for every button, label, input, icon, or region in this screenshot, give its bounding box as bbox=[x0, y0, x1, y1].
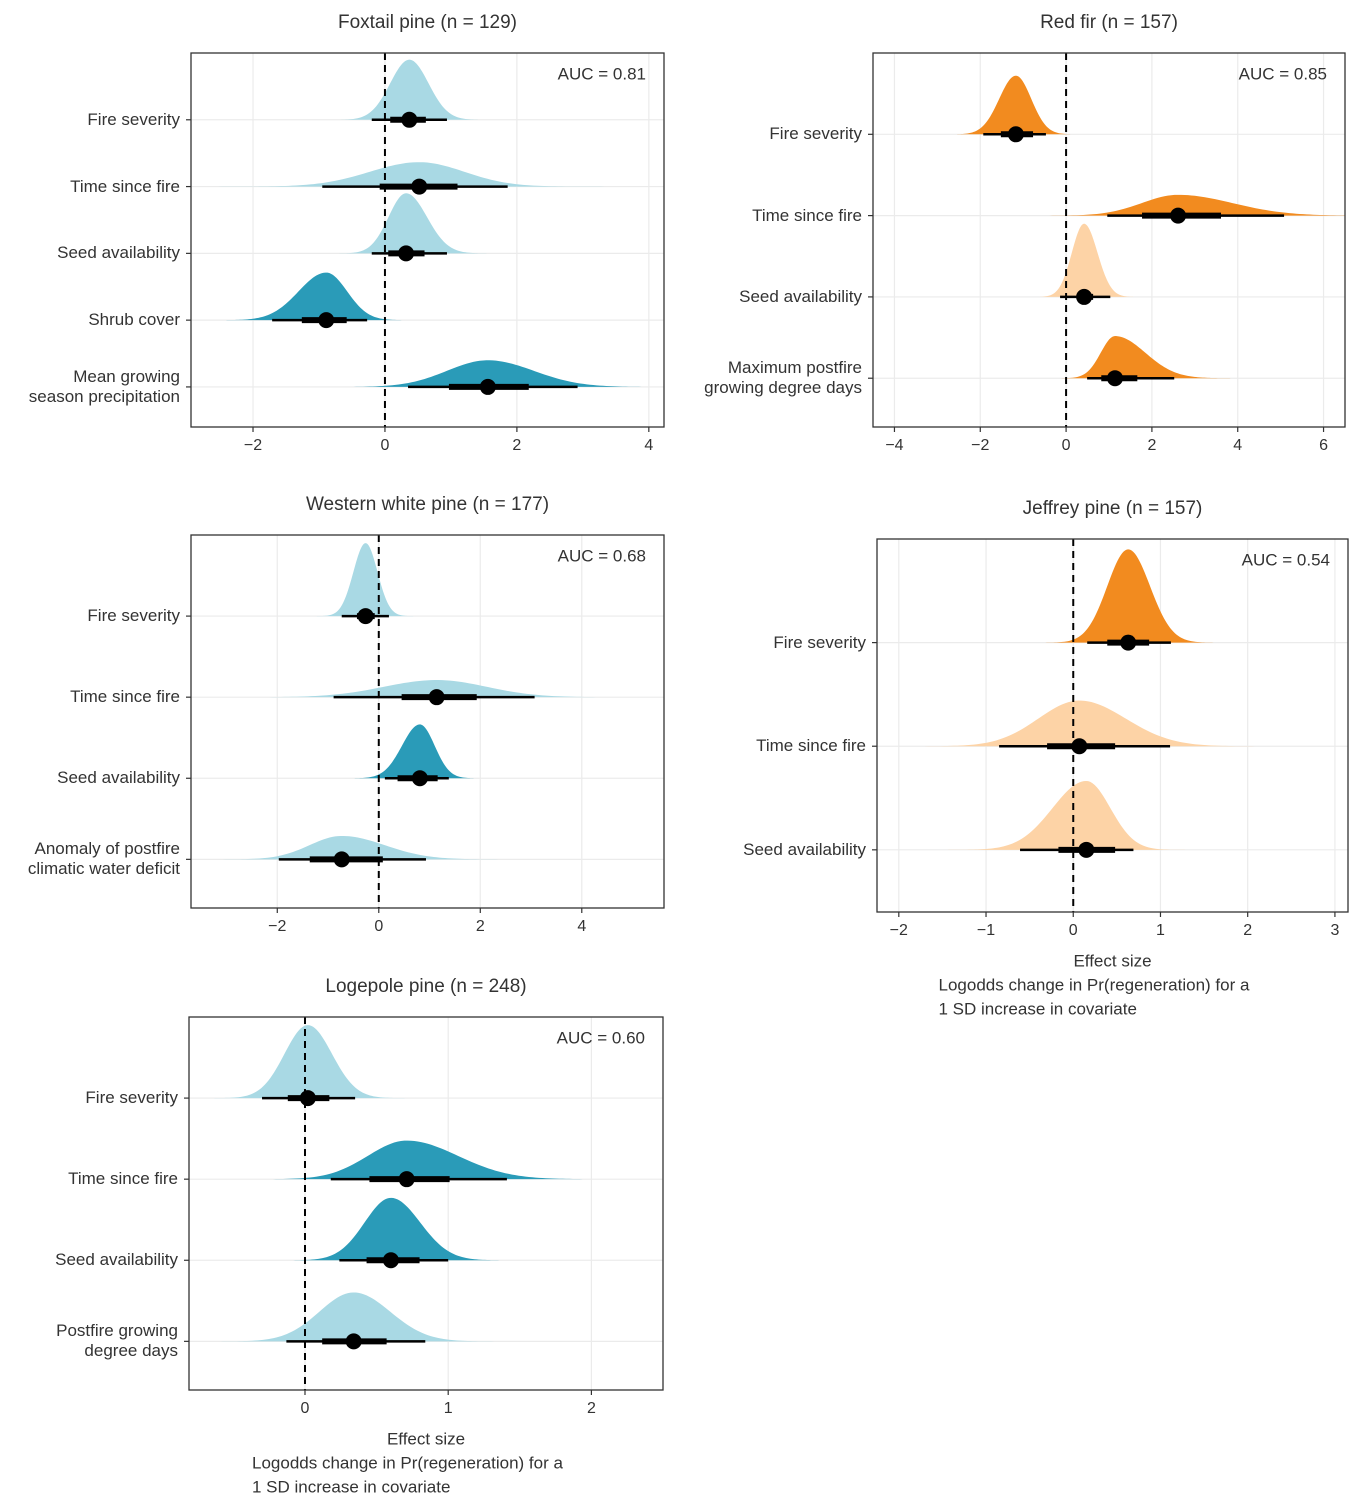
x-tick-label: 0 bbox=[380, 437, 389, 454]
point-estimate bbox=[383, 1252, 399, 1268]
panel: −2 −1 0 1 2 3 Jeffrey pine (n = 157) AUC = 0.54… bbox=[872, 498, 1348, 1018]
x-axis-label: 1 SD increase in covariate bbox=[252, 1477, 450, 1493]
y-tick-label: Time since fire bbox=[752, 206, 862, 226]
y-tick-label: Seed availability bbox=[57, 768, 180, 788]
x-tick-label: 2 bbox=[587, 1400, 596, 1417]
x-tick-label: −2 bbox=[268, 918, 286, 935]
annotation: AUC = 0.54 bbox=[1242, 550, 1330, 569]
x-tick-label: 2 bbox=[512, 437, 521, 454]
annotation: AUC = 0.68 bbox=[558, 546, 646, 565]
x-tick-label: 0 bbox=[374, 918, 383, 935]
x-axis-label: Logodds change in Pr(regeneration) for a bbox=[939, 975, 1250, 994]
point-estimate bbox=[300, 1090, 316, 1106]
panel: −2 0 2 4 Foxtail pine (n = 129) AUC = 0.81 bbox=[186, 12, 694, 454]
x-tick-label: −1 bbox=[977, 922, 995, 939]
chart-title: Red fir (n = 157) bbox=[1040, 12, 1178, 33]
x-axis-label: Effect size bbox=[387, 1429, 465, 1448]
y-tick-label: Fire severity bbox=[773, 633, 866, 653]
x-axis-label: Logodds change in Pr(regeneration) for a bbox=[252, 1453, 563, 1472]
y-tick-label: Fire severity bbox=[87, 606, 180, 626]
x-tick-label: 4 bbox=[644, 437, 653, 454]
panel-background bbox=[191, 535, 664, 908]
x-tick-label: −4 bbox=[885, 437, 903, 454]
x-tick-label: 0 bbox=[1069, 922, 1078, 939]
y-tick-label: Seed availability bbox=[55, 1250, 178, 1270]
y-tick-label: Anomaly of postfire climatic water defic… bbox=[28, 839, 180, 879]
point-estimate bbox=[1076, 289, 1092, 305]
y-tick-label: Seed availability bbox=[57, 243, 180, 263]
point-estimate bbox=[1170, 208, 1186, 224]
panel: −4 −2 0 2 4 6 Red fir (n = 157) AUC = 0.85 bbox=[868, 12, 1351, 454]
chart-title: Foxtail pine (n = 129) bbox=[338, 12, 517, 33]
point-estimate bbox=[399, 1171, 415, 1187]
x-tick-label: 4 bbox=[577, 918, 586, 935]
y-tick-label: Mean growing season precipitation bbox=[29, 367, 180, 407]
panel: −2 0 2 4 Western white pine (n = 177) AUC = 0… bbox=[186, 494, 664, 935]
point-estimate bbox=[1107, 370, 1123, 386]
point-estimate bbox=[1120, 635, 1136, 651]
point-estimate bbox=[334, 851, 350, 867]
x-tick-label: 2 bbox=[476, 918, 485, 935]
point-estimate bbox=[401, 112, 417, 128]
y-tick-label: Time since fire bbox=[756, 736, 866, 756]
point-estimate bbox=[480, 379, 496, 395]
y-tick-label: Fire severity bbox=[85, 1088, 178, 1108]
x-tick-label: 2 bbox=[1147, 437, 1156, 454]
point-estimate bbox=[358, 608, 374, 624]
x-tick-label: 2 bbox=[1243, 922, 1252, 939]
annotation: AUC = 0.81 bbox=[558, 64, 646, 83]
y-tick-label: Time since fire bbox=[70, 177, 180, 197]
y-tick-label: Fire severity bbox=[769, 124, 862, 144]
x-axis-label: 1 SD increase in covariate bbox=[939, 999, 1137, 1018]
y-tick-label: Time since fire bbox=[70, 687, 180, 707]
x-axis-label: Effect size bbox=[1073, 951, 1151, 970]
annotation: AUC = 0.85 bbox=[1239, 64, 1327, 83]
x-tick-label: 0 bbox=[301, 1400, 310, 1417]
y-tick-label: Time since fire bbox=[68, 1169, 178, 1189]
point-estimate bbox=[412, 770, 428, 786]
y-tick-label: Maximum postfire growing degree days bbox=[704, 358, 862, 398]
chart-title: Western white pine (n = 177) bbox=[306, 494, 549, 515]
annotation: AUC = 0.60 bbox=[557, 1028, 645, 1047]
figure: −2024Foxtail pine (n = 129)AUC = 0.81−4−… bbox=[0, 0, 1351, 1493]
y-tick-label: Seed availability bbox=[743, 840, 866, 860]
y-tick-label: Seed availability bbox=[739, 287, 862, 307]
chart-title: Jeffrey pine (n = 157) bbox=[1023, 498, 1203, 519]
x-tick-label: −2 bbox=[244, 437, 262, 454]
point-estimate bbox=[346, 1333, 362, 1349]
point-estimate bbox=[411, 179, 427, 195]
point-estimate bbox=[1078, 842, 1094, 858]
x-tick-label: −2 bbox=[971, 437, 989, 454]
x-tick-label: 1 bbox=[1156, 922, 1165, 939]
x-tick-label: 6 bbox=[1319, 437, 1328, 454]
x-tick-label: 4 bbox=[1233, 437, 1242, 454]
x-tick-label: 0 bbox=[1062, 437, 1071, 454]
point-estimate bbox=[318, 312, 334, 328]
point-estimate bbox=[429, 689, 445, 705]
y-tick-label: Fire severity bbox=[87, 110, 180, 130]
x-tick-label: 1 bbox=[444, 1400, 453, 1417]
point-estimate bbox=[1008, 126, 1024, 142]
x-tick-label: 3 bbox=[1330, 922, 1339, 939]
point-estimate bbox=[398, 245, 414, 261]
y-tick-label: Postfire growing degree days bbox=[56, 1321, 178, 1361]
chart: −2024Foxtail pine (n = 129)AUC = 0.81−4−… bbox=[0, 0, 1351, 1493]
panel: 0 1 2 Logepole pine (n = 248) AUC = 0.60 Effe… bbox=[184, 976, 663, 1493]
chart-title: Logepole pine (n = 248) bbox=[325, 976, 526, 997]
x-tick-label: −2 bbox=[890, 922, 908, 939]
y-tick-label: Shrub cover bbox=[88, 310, 180, 330]
point-estimate bbox=[1071, 738, 1087, 754]
